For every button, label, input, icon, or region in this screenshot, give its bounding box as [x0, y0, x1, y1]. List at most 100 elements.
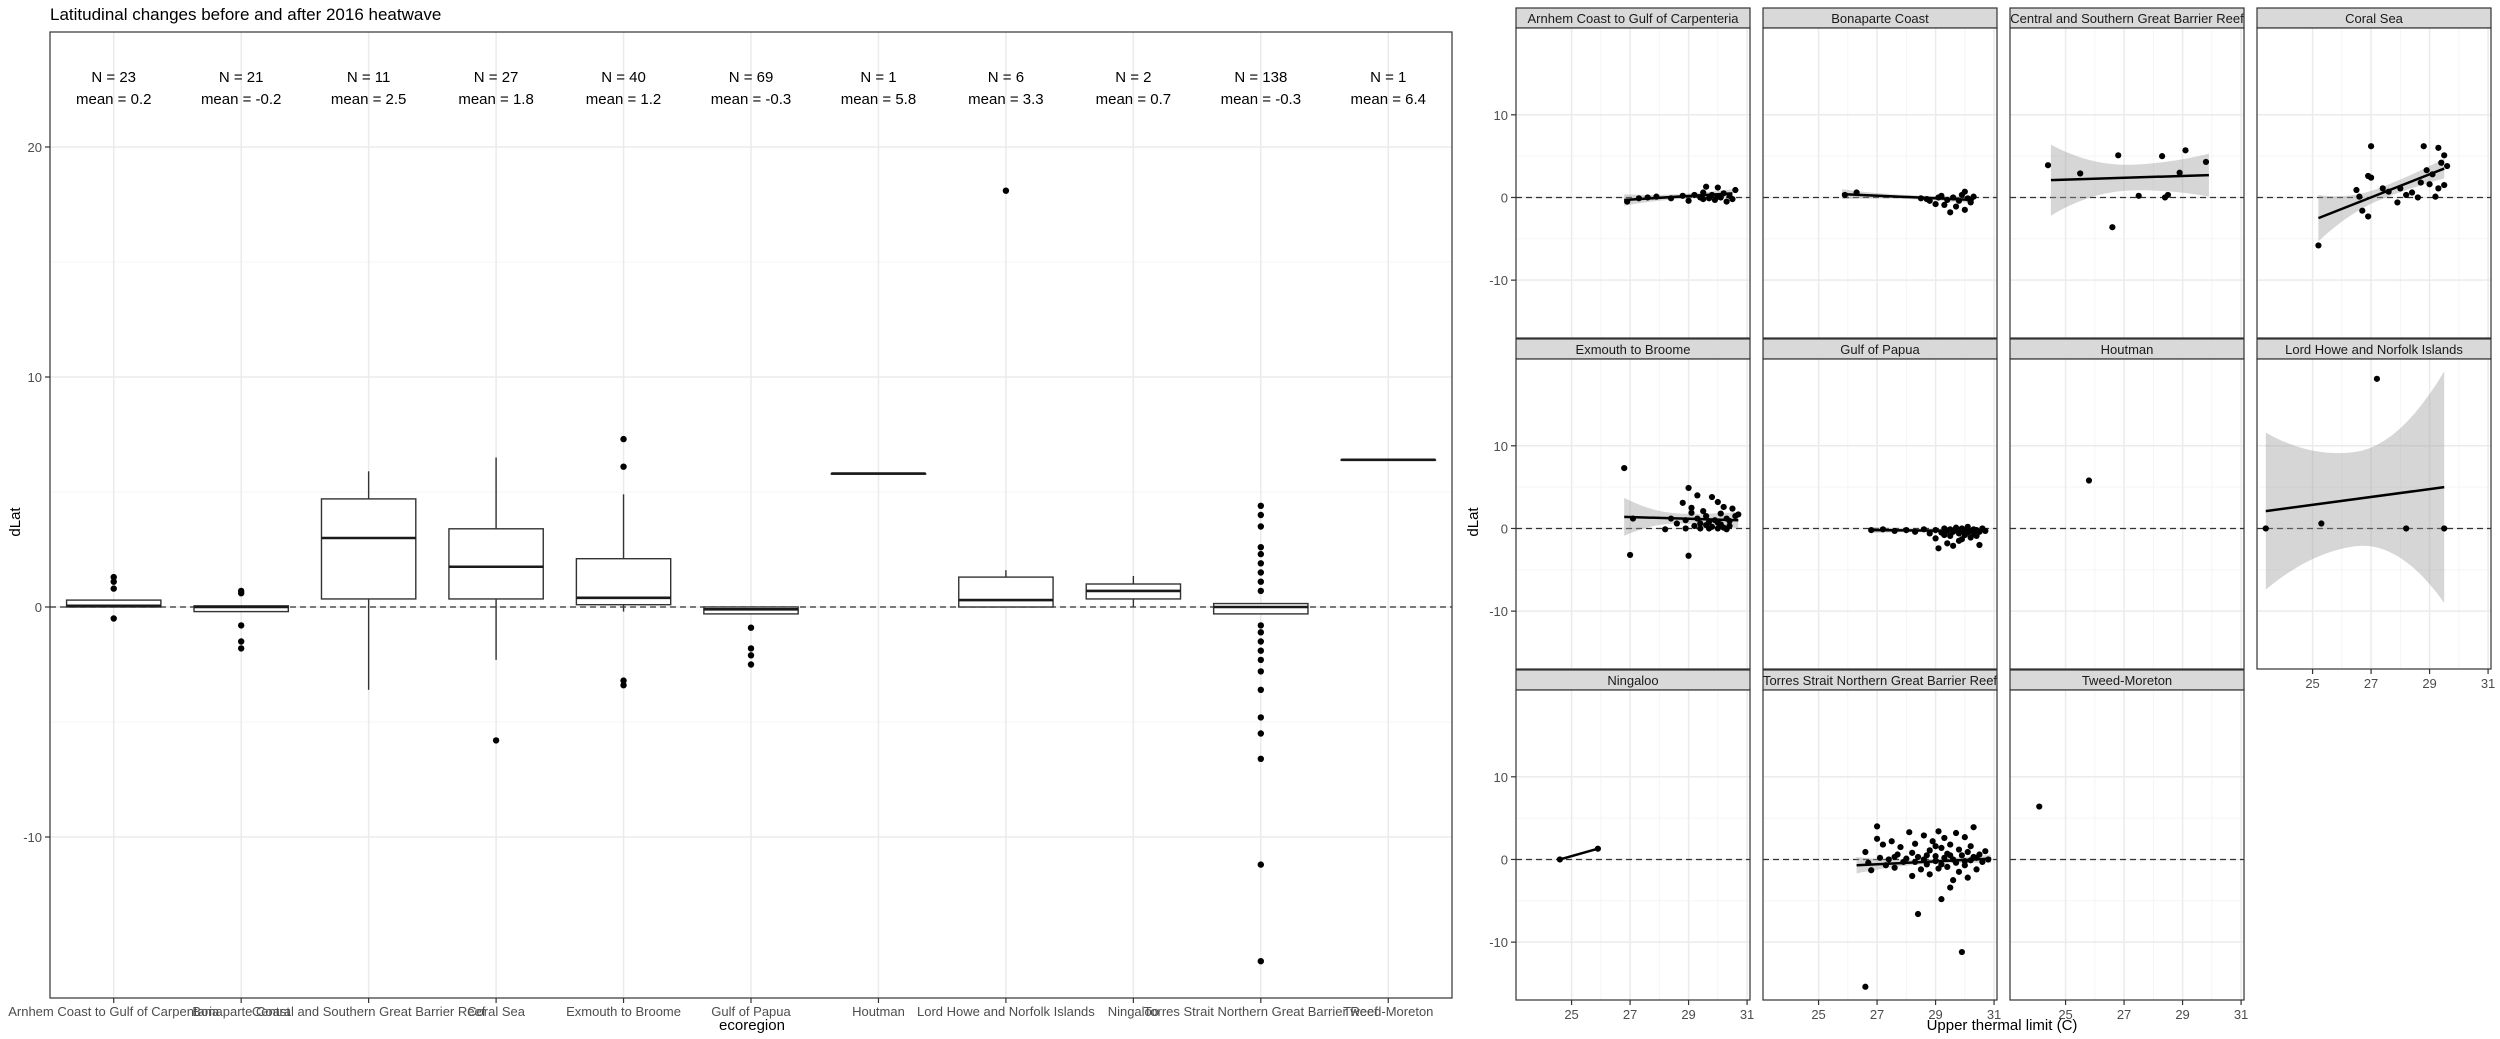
x-tick-label: Central and Southern Great Barrier Reef — [252, 1004, 486, 1019]
outlier-point — [1257, 755, 1265, 762]
data-point — [1914, 910, 1922, 918]
data-point — [1955, 197, 1963, 204]
data-point — [2315, 242, 2322, 249]
x-tick-label: Ningaloo — [1108, 1004, 1159, 1019]
outlier-point — [237, 645, 245, 652]
outlier-point — [237, 638, 245, 645]
outlier-point — [747, 624, 755, 631]
outlier-point — [620, 677, 627, 684]
data-point — [1958, 948, 1965, 956]
data-point — [1973, 866, 1980, 873]
data-point — [1955, 868, 1963, 875]
data-point — [2444, 162, 2451, 170]
data-point — [1703, 183, 1710, 190]
data-point — [1926, 847, 1933, 854]
data-point — [2432, 193, 2439, 200]
facet-title: Exmouth to Broome — [1576, 342, 1691, 357]
data-point — [1891, 864, 1898, 871]
data-point — [1932, 535, 1939, 542]
data-point — [1708, 493, 1716, 501]
x-tick-label: Houtman — [852, 1004, 905, 1019]
data-point — [2159, 153, 2166, 160]
facet-border — [2256, 27, 2492, 339]
data-point — [1691, 191, 1698, 199]
facet-y-axis-label: dLat — [1465, 507, 1482, 537]
chart-title: Latitudinal changes before and after 201… — [50, 5, 441, 24]
data-point — [2109, 224, 2116, 231]
x-tick-label: 29 — [2422, 676, 2436, 691]
y-tick-label: 0 — [1501, 852, 1508, 867]
outlier-point — [1002, 187, 1010, 194]
data-point — [1912, 528, 1919, 535]
outlier-point — [237, 622, 245, 629]
data-point — [1729, 196, 1736, 203]
box-body — [958, 576, 1054, 608]
data-point — [1629, 515, 1637, 522]
data-point — [1979, 858, 1986, 866]
facet-border — [2009, 689, 2245, 1001]
y-tick-label: -10 — [1489, 273, 1508, 288]
data-point — [1938, 844, 1945, 851]
data-point — [1624, 198, 1631, 205]
data-point — [1868, 527, 1875, 534]
box-9 — [1085, 575, 1182, 607]
facet-panel: Lord Howe and Norfolk Islands 25 27 29 31 — [2256, 338, 2495, 691]
box-body — [1212, 602, 1309, 615]
facet-panel: Gulf of Papua — [1762, 338, 1998, 670]
data-point — [2365, 213, 2372, 220]
data-point — [1935, 545, 1942, 552]
data-point — [1944, 196, 1951, 204]
annotation-n: N = 27 — [474, 69, 519, 86]
data-point — [1944, 863, 1951, 871]
confidence-band — [2318, 158, 2445, 242]
annotation-n: N = 40 — [601, 69, 646, 86]
annotation-mean: mean = 0.2 — [76, 91, 151, 108]
data-point — [1720, 503, 1727, 511]
data-point — [1917, 195, 1925, 202]
facet-x-axis-label: Upper thermal limit (C) — [1927, 1017, 2078, 1034]
data-point — [1952, 859, 1960, 866]
data-point — [1729, 505, 1736, 512]
annotation-n: N = 1 — [1370, 69, 1406, 86]
data-point — [2408, 189, 2416, 196]
data-point — [1873, 835, 1881, 842]
data-point — [1667, 195, 1675, 202]
data-point — [1697, 525, 1704, 532]
x-tick-label: 25 — [1564, 1007, 1578, 1022]
x-tick-label: 25 — [1811, 1007, 1825, 1022]
data-point — [1941, 834, 1948, 842]
data-point — [1938, 861, 1945, 868]
data-point — [1873, 823, 1881, 830]
data-point — [1932, 527, 1939, 534]
data-point — [1700, 508, 1707, 515]
facet-panel: Arnhem Coast to Gulf of Carpenteria -10 0 1… — [1489, 7, 1751, 339]
data-point — [2115, 152, 2122, 159]
x-tick-label: 31 — [2234, 1007, 2248, 1022]
facet-background — [1516, 359, 1750, 669]
facet-border — [1762, 689, 1998, 1001]
data-point — [2441, 152, 2448, 159]
data-point — [1726, 522, 1733, 530]
box-7 — [830, 472, 927, 475]
confidence-band — [2265, 371, 2445, 603]
facet-title: Central and Southern Great Barrier Reef — [2010, 11, 2244, 26]
data-point — [1705, 518, 1713, 525]
data-point — [1920, 526, 1927, 533]
data-point — [1903, 527, 1910, 534]
boxplot-panel: -10 0 10 20 N = 23 mean = 0.2 N = 21 mean = -0.… — [8, 31, 1453, 1019]
annotation-n: N = 138 — [1234, 69, 1287, 86]
facet-panel: Exmouth to Broome -10 0 10 — [1489, 338, 1751, 670]
data-point — [2262, 525, 2269, 532]
outlier-point — [1257, 560, 1265, 567]
data-point — [1935, 828, 1942, 835]
outlier-point — [1257, 511, 1265, 519]
annotation-mean: mean = 1.2 — [586, 91, 661, 108]
data-point — [1891, 527, 1898, 535]
facet-title: Gulf of Papua — [1840, 342, 1920, 357]
data-point — [1964, 874, 1971, 881]
data-point — [1917, 866, 1925, 873]
data-point — [2441, 181, 2448, 189]
box-6 — [703, 606, 799, 668]
x-tick-label: 25 — [2305, 676, 2319, 691]
